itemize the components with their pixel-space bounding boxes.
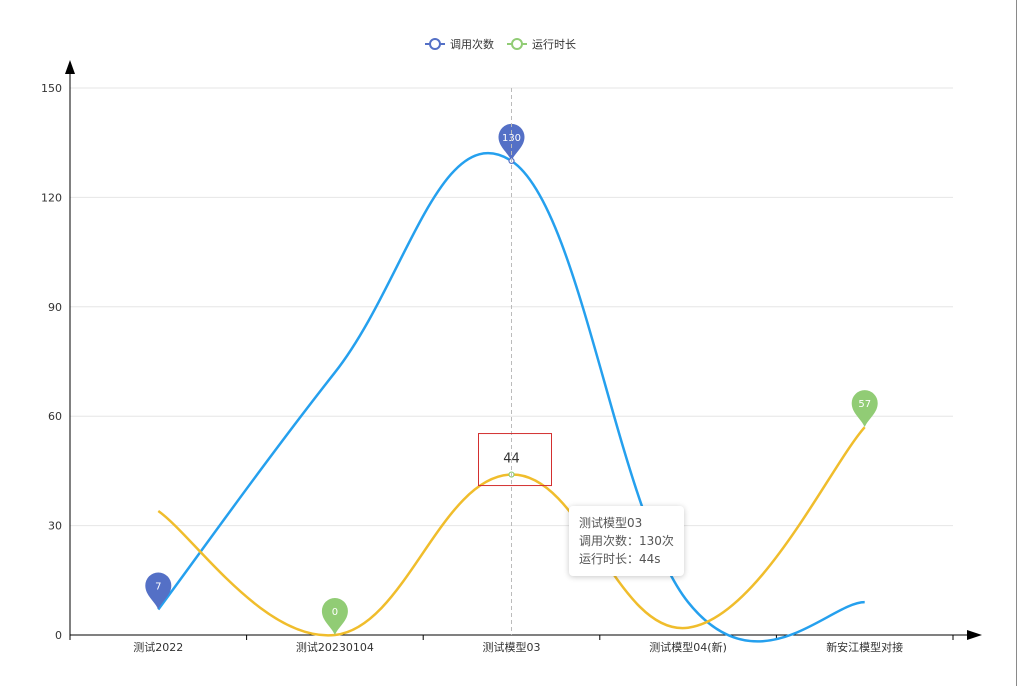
- legend-marker: [511, 38, 523, 50]
- chart-legend[interactable]: 调用次数 运行时长: [425, 37, 576, 51]
- legend-item-1[interactable]: 运行时长: [507, 38, 576, 51]
- y-tick-label: 150: [41, 82, 62, 95]
- pin-marker-shape: [145, 572, 172, 610]
- legend-item-0[interactable]: 调用次数: [425, 37, 494, 51]
- tooltip-line-duration: 运行时长：44s: [579, 552, 661, 566]
- legend-label: 运行时长: [532, 38, 576, 51]
- y-tick-label: 60: [48, 410, 62, 423]
- y-tick-label: 120: [41, 191, 62, 204]
- highlight-box: [478, 433, 552, 487]
- x-axis-arrow: [967, 630, 982, 640]
- legend-label: 调用次数: [450, 37, 494, 51]
- chart-tooltip: 测试模型03 调用次数：130次 运行时长：44s: [569, 506, 684, 576]
- axes: [65, 60, 982, 640]
- y-tick-label: 0: [55, 629, 62, 642]
- tooltip-line-calls: 调用次数：130次: [579, 534, 674, 548]
- pin-marker-label: 57: [858, 399, 871, 410]
- pin-marker: 7: [145, 572, 172, 610]
- x-tick-label: 测试模型03: [483, 640, 541, 654]
- y-tick-label: 30: [48, 520, 62, 533]
- pin-marker-shape: [851, 390, 878, 428]
- window-edge: [1016, 0, 1017, 686]
- x-tick-label: 测试模型04(新): [649, 640, 727, 654]
- pin-marker-label: 7: [155, 581, 161, 592]
- pin-marker: 0: [321, 598, 348, 635]
- tooltip-title: 测试模型03: [579, 516, 643, 530]
- x-tick-label: 测试2022: [133, 641, 183, 654]
- pin-marker-shape: [498, 123, 525, 161]
- x-tick-label: 测试20230104: [296, 641, 374, 654]
- y-tick-label: 90: [48, 301, 62, 314]
- y-axis-ticks: 0 30 60 90 120 150: [41, 82, 62, 642]
- x-axis-ticks: 测试2022 测试20230104 测试模型03 测试模型04(新) 新安江模型对接: [69, 635, 954, 654]
- x-tick-label: 新安江模型对接: [826, 640, 903, 654]
- highlight-annotation: 44: [478, 88, 552, 635]
- pin-marker-shape: [321, 598, 348, 635]
- pin-marker: 57: [851, 390, 878, 428]
- y-axis-arrow: [65, 60, 75, 74]
- legend-marker: [429, 38, 441, 50]
- pin-marker-label: 0: [332, 607, 338, 618]
- highlight-value-label: 44: [503, 452, 520, 467]
